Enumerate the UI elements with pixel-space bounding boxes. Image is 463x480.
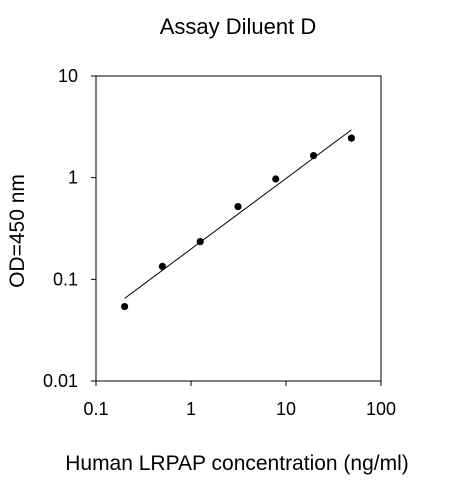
data-points [120, 134, 355, 311]
x-axis-ticks: 0.1 1 10 100 [83, 381, 396, 419]
data-point [272, 175, 280, 183]
x-axis-tick-label: 0.1 [83, 399, 108, 419]
x-axis-tick-label: 10 [276, 399, 296, 419]
fit-line-group [124, 129, 352, 299]
y-axis-tick-label: 10 [58, 66, 78, 86]
data-point [158, 262, 167, 271]
plot-area [95, 75, 382, 382]
x-axis-label: Human LRPAP concentration (ng/ml) [65, 452, 409, 475]
data-point [347, 134, 355, 142]
y-axis-tick-label: 0.01 [43, 371, 78, 391]
data-point [309, 151, 318, 160]
data-point [120, 302, 129, 311]
y-axis-ticks: 0.01 0.1 1 10 [43, 66, 96, 391]
x-axis-tick-label: 100 [366, 399, 396, 419]
fit-line [124, 129, 352, 299]
plot-frame [95, 75, 382, 382]
data-point [196, 238, 204, 246]
x-axis-tick-label: 1 [186, 399, 196, 419]
data-point [234, 202, 242, 211]
y-axis-label: OD=450 nm [6, 174, 29, 288]
chart-title: Assay Diluent D [160, 14, 317, 39]
y-axis-tick-label: 0.1 [53, 269, 78, 289]
y-axis-tick-label: 1 [68, 168, 78, 188]
